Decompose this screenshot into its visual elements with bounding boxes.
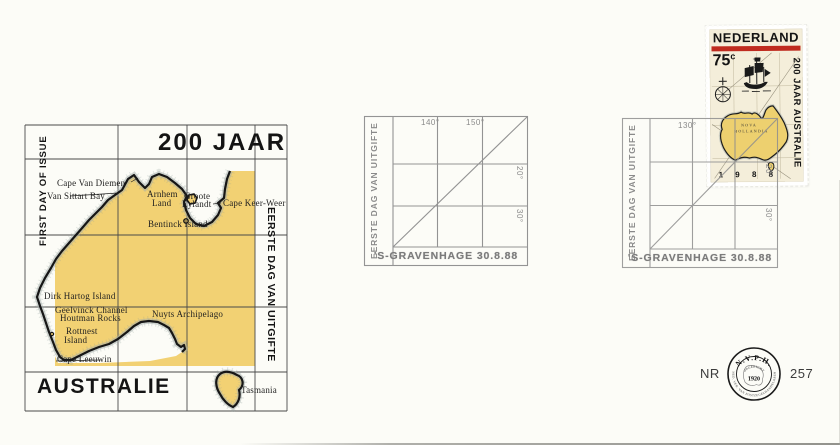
map-label-tasmania: Tasmania bbox=[241, 385, 277, 395]
stamp-design: NEDERLAND 75c 200 JAAR AUSTRALIE bbox=[709, 28, 804, 183]
map-label-van-sittart-bay: Van Sittart Bay bbox=[47, 191, 105, 201]
map-label-rottnest-island: Island bbox=[64, 335, 88, 345]
compass-rose-icon bbox=[714, 77, 731, 103]
cachet-right-vertical: EERSTE DAG VAN UITGIFTE bbox=[265, 207, 277, 362]
svg-text:NED. VER. VAN POSTZEGELHANDELA: NED. VER. VAN POSTZEGELHANDELAREN bbox=[731, 371, 777, 398]
postmark-center-lat-top: 20° bbox=[515, 166, 524, 180]
postmark-center-lon-left: 140° bbox=[421, 118, 440, 127]
postmark-center-lon-right: 150° bbox=[466, 118, 485, 127]
stamp-currency: c bbox=[730, 51, 736, 62]
postage-stamp: NEDERLAND 75c 200 JAAR AUSTRALIE bbox=[703, 23, 810, 188]
stamp-country: NEDERLAND bbox=[712, 29, 800, 46]
cachet-sea bbox=[33, 160, 230, 363]
nvph-banner-text: OPGERICHT bbox=[743, 365, 765, 373]
ship-icon bbox=[741, 57, 771, 92]
postmark-center-vertical-text: EERSTE DAG VAN UITGIFTE bbox=[369, 122, 379, 259]
stamp-red-band bbox=[711, 45, 801, 51]
map-label-dirk-hartog: Dirk Hartog Island bbox=[44, 291, 116, 301]
stamp-value-number: 75 bbox=[712, 52, 731, 70]
map-label-arnhem-land: Land bbox=[152, 198, 172, 208]
cachet-title: 200 JAAR bbox=[158, 129, 287, 156]
catalog-number: 257 bbox=[790, 366, 814, 381]
nr-label: NR bbox=[700, 366, 720, 381]
stamp-australia-map bbox=[718, 104, 790, 172]
postmark-right-lon-left: 130° bbox=[678, 121, 697, 130]
map-label-bentinck-island: Bentinck Island bbox=[148, 219, 208, 229]
stamp-perforation-top bbox=[705, 23, 807, 27]
map-label-cape-keer-weer: Cape Keer-Weer bbox=[223, 198, 286, 208]
stamp-perforation-left bbox=[703, 25, 709, 187]
nvph-ring-text: NED. VER. VAN POSTZEGELHANDELAREN bbox=[731, 371, 776, 398]
postmark-right-lat-bottom: 30° bbox=[764, 208, 773, 222]
map-label-groote: Groote bbox=[184, 191, 211, 201]
map-label-eylandt: Eylandt bbox=[182, 199, 212, 209]
stamp-map-text-nova: NOVA bbox=[741, 123, 758, 129]
map-label-cape-leeuwin: Cape Leeuwin bbox=[57, 354, 112, 364]
nvph-logo: N.V.P.H. NED. VER. VAN POSTZEGELHANDELAR… bbox=[727, 347, 781, 401]
postmark-right-lat-top: 20° bbox=[764, 164, 773, 178]
label-leader-lines bbox=[55, 177, 222, 362]
map-label-rottnest: Rottnest bbox=[66, 326, 98, 336]
postmark-right-place-date: 'S-GRAVENHAGE 30.8.88 bbox=[627, 252, 773, 264]
map-label-cape-van-diemen: Cape Van Diemen bbox=[57, 178, 126, 188]
stamp-value: 75c bbox=[713, 51, 736, 70]
postmark-right-vertical-text: EERSTE DAG VAN UITGIFTE bbox=[627, 124, 637, 261]
map-label-nuyts: Nuyts Archipelago bbox=[152, 309, 224, 319]
tasmania-island bbox=[216, 372, 242, 407]
stamp-map-text-hollandia: HOLLANDIA bbox=[734, 129, 769, 135]
map-label-geelvinck: Geelvinck Channel bbox=[55, 305, 128, 315]
nvph-netherlands-map bbox=[743, 365, 764, 386]
cachet-islands bbox=[49, 193, 198, 337]
postmark-center-place-date: 'S-GRAVENHAGE 30.8.88 bbox=[373, 250, 519, 262]
scan-edge-shadow bbox=[240, 443, 840, 445]
cachet-grid bbox=[24, 124, 288, 412]
postmark-center-lat-bottom: 30° bbox=[515, 209, 524, 223]
map-label-houtman-rocks: Houtman Rocks bbox=[60, 313, 121, 323]
cachet-country: AUSTRALIE bbox=[37, 375, 171, 398]
svg-text:OPGERICHT: OPGERICHT bbox=[743, 365, 766, 373]
map-label-arnhem: Arnhem bbox=[147, 189, 178, 199]
nvph-year: 1920 bbox=[748, 377, 760, 383]
